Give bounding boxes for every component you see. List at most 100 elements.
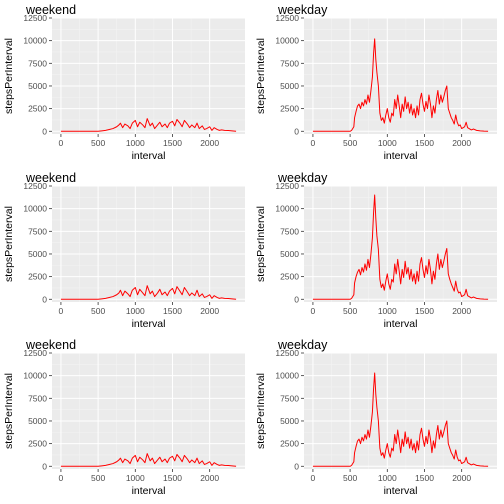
series-line [312, 194, 489, 300]
y-tick-label: 12500 [275, 181, 299, 191]
y-tick-label: 12500 [23, 348, 47, 358]
x-tick-label: 0 [59, 138, 64, 148]
y-tick-label: 0 [294, 294, 299, 304]
x-tick-label: 500 [343, 306, 357, 316]
x-tick-label: 1500 [415, 306, 434, 316]
chart-panel: 0 500 1000 1500 2000 0 2500 5000 7500 10000 12500w… [255, 338, 497, 497]
y-tick-label: 7500 [280, 393, 299, 403]
x-tick-label: 500 [343, 138, 357, 148]
x-axis-label: interval [132, 318, 166, 330]
x-tick-label: 0 [59, 473, 64, 483]
y-axis-label: stepsPerInterval [255, 373, 267, 449]
x-tick-label: 1000 [126, 473, 145, 483]
x-tick-label: 500 [91, 306, 105, 316]
y-tick-label: 0 [42, 126, 47, 136]
x-tick-label: 0 [59, 306, 64, 316]
panel-title: weekday [277, 3, 328, 17]
y-tick-label: 2500 [280, 104, 299, 114]
x-tick-label: 0 [311, 138, 316, 148]
plot-background [52, 18, 245, 134]
y-tick-label: 5000 [28, 249, 47, 259]
y-tick-label: 10000 [23, 36, 47, 46]
x-tick-label: 1500 [415, 138, 434, 148]
x-tick-label: 500 [343, 473, 357, 483]
x-tick-label: 2000 [200, 306, 219, 316]
y-tick-label: 10000 [275, 36, 299, 46]
y-tick-label: 7500 [28, 58, 47, 68]
panel-title: weekend [25, 171, 76, 185]
plot-background [52, 186, 245, 302]
y-tick-label: 7500 [28, 226, 47, 236]
y-tick-label: 2500 [280, 439, 299, 449]
series-line [60, 453, 237, 467]
x-tick-label: 2000 [200, 138, 219, 148]
y-axis-label: stepsPerInterval [3, 373, 15, 449]
x-tick-label: 1500 [163, 138, 182, 148]
x-tick-label: 1000 [378, 138, 397, 148]
x-tick-label: 0 [311, 306, 316, 316]
plot-background [52, 353, 245, 469]
x-tick-label: 500 [91, 473, 105, 483]
y-tick-label: 10000 [23, 371, 47, 381]
chart-panel: 0 500 1000 1500 2000 0 2500 5000 7500 10000 12500w… [255, 3, 497, 162]
y-tick-label: 0 [294, 126, 299, 136]
y-tick-label: 0 [42, 461, 47, 471]
y-tick-label: 7500 [280, 226, 299, 236]
y-axis-label: stepsPerInterval [255, 38, 267, 114]
x-tick-label: 2000 [200, 473, 219, 483]
y-tick-label: 12500 [275, 13, 299, 23]
panel-title: weekday [277, 338, 328, 352]
y-tick-label: 5000 [280, 81, 299, 91]
x-axis-label: interval [384, 318, 418, 330]
y-tick-label: 12500 [23, 181, 47, 191]
x-axis-label: interval [132, 150, 166, 162]
x-tick-label: 1000 [126, 306, 145, 316]
x-tick-label: 2000 [452, 138, 471, 148]
y-tick-label: 5000 [28, 416, 47, 426]
panel-title: weekend [25, 338, 76, 352]
y-tick-label: 10000 [275, 204, 299, 214]
y-tick-label: 7500 [280, 58, 299, 68]
y-tick-label: 5000 [280, 249, 299, 259]
x-axis-label: interval [384, 150, 418, 162]
y-tick-label: 2500 [28, 104, 47, 114]
y-tick-label: 2500 [280, 272, 299, 282]
y-tick-label: 7500 [28, 393, 47, 403]
y-tick-label: 0 [294, 461, 299, 471]
y-tick-label: 10000 [23, 204, 47, 214]
y-tick-label: 2500 [28, 439, 47, 449]
series-line [60, 285, 237, 300]
x-axis-label: interval [132, 485, 166, 497]
x-tick-label: 500 [91, 138, 105, 148]
chart-panel: 0 500 1000 1500 2000 0 2500 5000 7500 10000 12500w… [3, 171, 245, 330]
y-tick-label: 10000 [275, 371, 299, 381]
series-line [312, 38, 489, 132]
y-axis-label: stepsPerInterval [3, 38, 15, 114]
panel-title: weekday [277, 171, 328, 185]
y-axis-label: stepsPerInterval [255, 206, 267, 282]
y-tick-label: 2500 [28, 272, 47, 282]
panel-title: weekend [25, 3, 76, 17]
x-tick-label: 2000 [452, 306, 471, 316]
y-tick-label: 12500 [23, 13, 47, 23]
x-tick-label: 1000 [126, 138, 145, 148]
series-line [312, 372, 489, 467]
x-tick-label: 2000 [452, 473, 471, 483]
plot-background [304, 186, 497, 302]
series-line [60, 118, 237, 132]
x-tick-label: 1000 [378, 306, 397, 316]
y-tick-label: 12500 [275, 348, 299, 358]
x-tick-label: 1500 [163, 306, 182, 316]
x-tick-label: 0 [311, 473, 316, 483]
y-tick-label: 5000 [28, 81, 47, 91]
x-tick-label: 1500 [415, 473, 434, 483]
y-tick-label: 0 [42, 294, 47, 304]
chart-panel: 0 500 1000 1500 2000 0 2500 5000 7500 10000 12500w… [3, 338, 245, 497]
chart-panel: 0 500 1000 1500 2000 0 2500 5000 7500 10000 12500w… [255, 171, 497, 330]
y-axis-label: stepsPerInterval [3, 206, 15, 282]
x-tick-label: 1000 [378, 473, 397, 483]
x-axis-label: interval [384, 485, 418, 497]
x-tick-label: 1500 [163, 473, 182, 483]
chart-panel: 0 500 1000 1500 2000 0 2500 5000 7500 10000 12500w… [3, 3, 245, 162]
